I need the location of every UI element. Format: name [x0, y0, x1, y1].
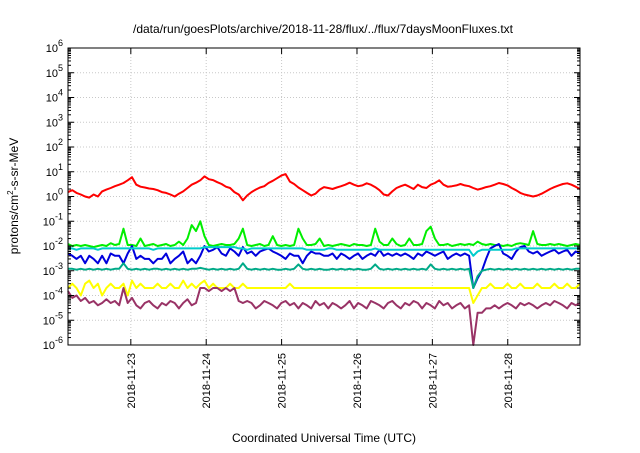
y-tick-base: 10 — [46, 142, 58, 154]
series-line — [67, 173, 581, 202]
y-tick-exponent: -4 — [55, 286, 63, 296]
y-tick-base: 10 — [46, 68, 58, 80]
series-line — [67, 243, 581, 289]
y-tick-exponent: 5 — [58, 63, 63, 73]
y-axis-label-rest: -s-sr-MeV — [7, 138, 21, 191]
y-tick-label: 100 — [46, 187, 63, 204]
y-tick-exponent: -5 — [55, 310, 63, 320]
chart-title: /data/run/goesPlots/archive/2018-11-28/f… — [133, 22, 514, 36]
x-tick-label: 2018-11-24 — [201, 353, 213, 408]
y-tick-label: 101 — [46, 162, 63, 179]
y-axis-label-sup: 2 — [6, 190, 15, 195]
x-tick-label: 2018-11-28 — [503, 353, 515, 408]
y-axis-label-unit: protons/cm — [7, 195, 21, 254]
y-tick-exponent: -1 — [55, 211, 63, 221]
y-tick-base: 10 — [43, 291, 55, 303]
y-tick-label: 10-1 — [43, 211, 63, 228]
x-tick-label: 2018-11-23 — [126, 353, 138, 408]
series-line — [68, 262, 580, 289]
y-tick-label: 106 — [46, 38, 63, 55]
x-tick-label: 2018-11-26 — [352, 353, 364, 408]
y-tick-exponent: 6 — [58, 38, 63, 48]
y-tick-base: 10 — [46, 43, 58, 55]
y-tick-base: 10 — [46, 93, 58, 105]
y-tick-label: 10-3 — [43, 261, 63, 278]
y-tick-label: 10-6 — [43, 335, 63, 352]
y-tick-base: 10 — [46, 117, 58, 129]
y-tick-label: 104 — [46, 88, 63, 105]
x-axis: 2018-11-23 2018-11-24 2018-11-25 2018-11-26… — [126, 48, 515, 408]
y-tick-exponent: -6 — [55, 335, 63, 345]
y-tick-exponent: 0 — [58, 187, 63, 197]
series-line — [67, 220, 581, 249]
series-line — [67, 279, 581, 304]
x-axis-label: Coordinated Universal Time (UTC) — [232, 431, 416, 445]
y-tick-label: 102 — [46, 137, 63, 154]
y-axis: 10-610-510-410-310-210-11001011021031041… — [43, 38, 580, 352]
y-tick-exponent: 1 — [58, 162, 63, 172]
y-axis-label: protons/cm2-s-sr-MeV — [6, 138, 21, 254]
y-tick-base: 10 — [46, 167, 58, 179]
y-tick-label: 10-5 — [43, 310, 63, 327]
y-tick-base: 10 — [43, 315, 55, 327]
grid-lines — [68, 48, 580, 345]
x-tick-label: 2018-11-27 — [427, 353, 439, 408]
y-tick-base: 10 — [46, 192, 58, 204]
y-tick-base: 10 — [43, 266, 55, 278]
y-tick-label: 103 — [46, 112, 63, 129]
x-tick-label: 2018-11-25 — [277, 353, 289, 408]
y-tick-label: 10-4 — [43, 286, 63, 303]
y-tick-base: 10 — [43, 241, 55, 253]
y-tick-exponent: 2 — [58, 137, 63, 147]
y-tick-exponent: 3 — [58, 112, 63, 122]
y-tick-base: 10 — [43, 340, 55, 352]
series-lines — [67, 173, 581, 346]
y-tick-exponent: 4 — [58, 88, 63, 98]
series-line — [68, 246, 580, 257]
y-tick-base: 10 — [43, 216, 55, 228]
y-tick-label: 105 — [46, 63, 63, 80]
y-tick-exponent: -2 — [55, 236, 63, 246]
y-tick-exponent: -3 — [55, 261, 63, 271]
series-line — [67, 287, 581, 346]
y-tick-label: 10-2 — [43, 236, 63, 253]
